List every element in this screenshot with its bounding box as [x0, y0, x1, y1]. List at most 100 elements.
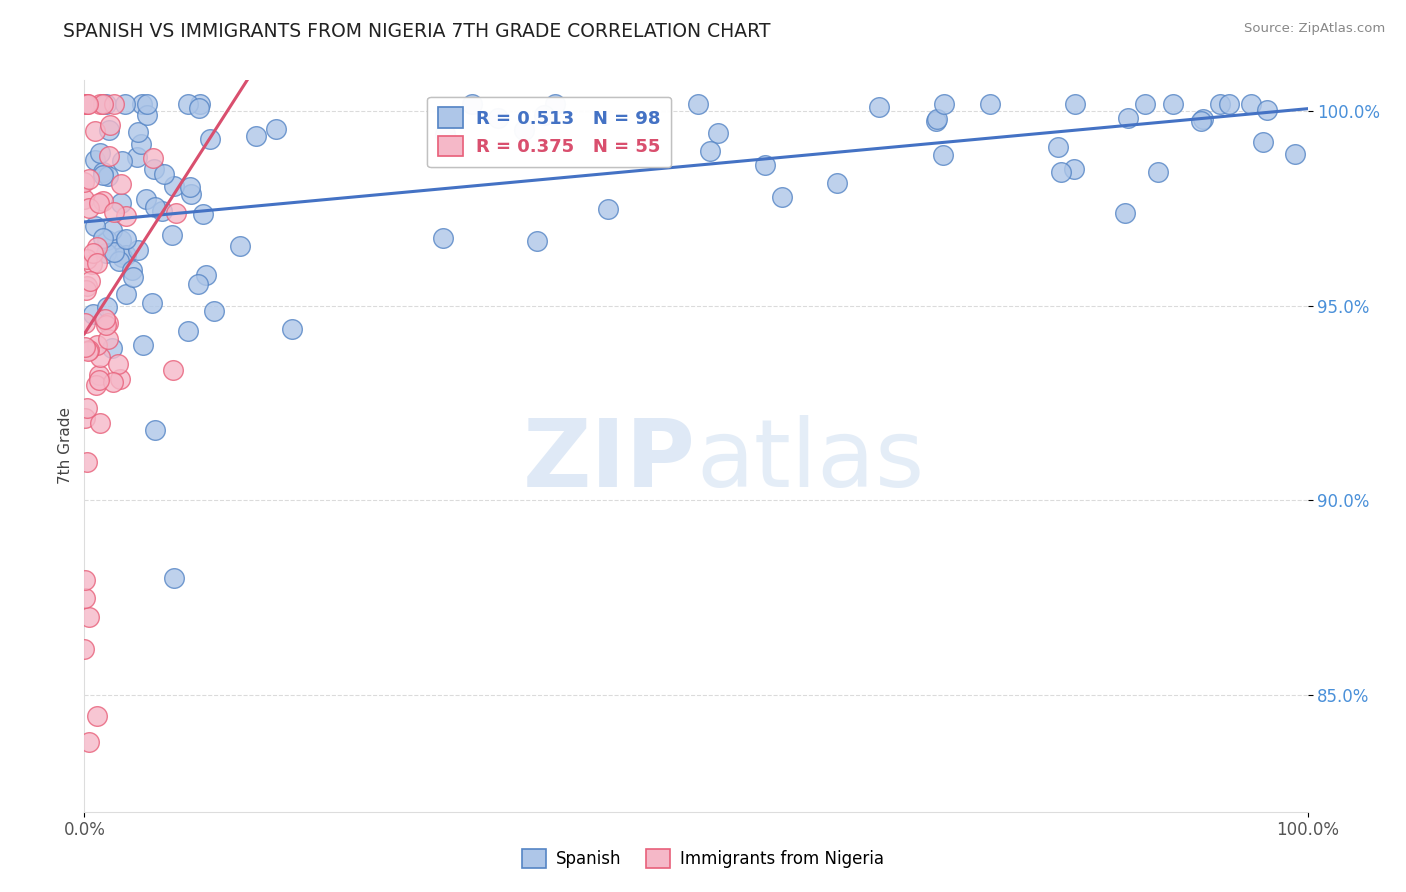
- Point: [84, 124, 107, 138]
- Point: [107, 357, 129, 371]
- Point: [87, 373, 110, 387]
- Point: [707, 126, 730, 140]
- Point: [97, 123, 120, 137]
- Point: [108, 372, 131, 386]
- Text: Source: ZipAtlas.com: Source: ZipAtlas.com: [1244, 22, 1385, 36]
- Point: [110, 250, 132, 264]
- Point: [245, 128, 267, 143]
- Point: [1133, 96, 1156, 111]
- Point: [84, 219, 107, 233]
- Point: [176, 324, 198, 338]
- Point: [73, 642, 96, 657]
- Point: [127, 125, 149, 139]
- Point: [868, 100, 890, 114]
- Point: [1251, 135, 1274, 149]
- Point: [135, 192, 157, 206]
- Point: [825, 177, 848, 191]
- Point: [91, 194, 114, 208]
- Point: [162, 227, 184, 242]
- Point: [131, 96, 153, 111]
- Point: [98, 149, 121, 163]
- Point: [1161, 96, 1184, 111]
- Point: [432, 231, 454, 245]
- Point: [544, 96, 567, 111]
- Point: [1116, 111, 1139, 125]
- Point: [91, 165, 114, 179]
- Point: [264, 122, 287, 136]
- Point: [1046, 139, 1069, 153]
- Point: [89, 350, 111, 364]
- Point: [150, 203, 173, 218]
- Point: [1240, 96, 1263, 111]
- Point: [73, 175, 96, 189]
- Point: [1063, 162, 1085, 177]
- Point: [84, 153, 107, 167]
- Point: [89, 146, 111, 161]
- Point: [86, 240, 108, 254]
- Point: [162, 363, 184, 377]
- Point: [77, 343, 100, 358]
- Point: [925, 112, 948, 127]
- Point: [115, 209, 138, 223]
- Point: [1209, 97, 1232, 112]
- Point: [73, 96, 96, 111]
- Point: [770, 190, 793, 204]
- Point: [86, 256, 108, 270]
- Point: [115, 248, 138, 262]
- Point: [1146, 165, 1168, 179]
- Point: [180, 187, 202, 202]
- Point: [91, 96, 114, 111]
- Point: [153, 167, 176, 181]
- Point: [97, 332, 120, 346]
- Point: [526, 235, 548, 249]
- Point: [194, 268, 217, 282]
- Point: [188, 96, 211, 111]
- Point: [87, 195, 110, 210]
- Point: [979, 96, 1001, 111]
- Point: [82, 246, 104, 260]
- Point: [89, 96, 111, 111]
- Point: [77, 734, 100, 748]
- Point: [76, 96, 98, 111]
- Point: [110, 233, 132, 247]
- Point: [76, 96, 98, 111]
- Point: [94, 311, 117, 326]
- Point: [96, 233, 118, 247]
- Text: atlas: atlas: [696, 415, 924, 507]
- Point: [198, 132, 221, 146]
- Point: [115, 286, 138, 301]
- Point: [73, 341, 96, 355]
- Point: [143, 200, 166, 214]
- Y-axis label: 7th Grade: 7th Grade: [58, 408, 73, 484]
- Point: [97, 317, 120, 331]
- Point: [75, 591, 97, 605]
- Point: [686, 96, 709, 111]
- Point: [136, 108, 159, 122]
- Point: [699, 144, 721, 158]
- Point: [89, 416, 111, 430]
- Point: [73, 193, 96, 207]
- Point: [79, 172, 101, 186]
- Point: [1064, 96, 1087, 111]
- Point: [103, 205, 125, 219]
- Point: [101, 341, 124, 355]
- Point: [143, 423, 166, 437]
- Point: [76, 401, 98, 416]
- Point: [129, 136, 152, 151]
- Point: [94, 246, 117, 260]
- Point: [177, 96, 200, 111]
- Point: [110, 195, 132, 210]
- Point: [598, 202, 620, 216]
- Point: [433, 127, 456, 141]
- Point: [76, 454, 98, 468]
- Point: [179, 180, 201, 194]
- Point: [76, 252, 98, 267]
- Point: [1256, 103, 1278, 117]
- Point: [127, 243, 149, 257]
- Point: [91, 231, 114, 245]
- Point: [187, 277, 209, 291]
- Point: [80, 257, 103, 271]
- Point: [86, 709, 108, 723]
- Point: [103, 96, 125, 111]
- Point: [1192, 112, 1215, 126]
